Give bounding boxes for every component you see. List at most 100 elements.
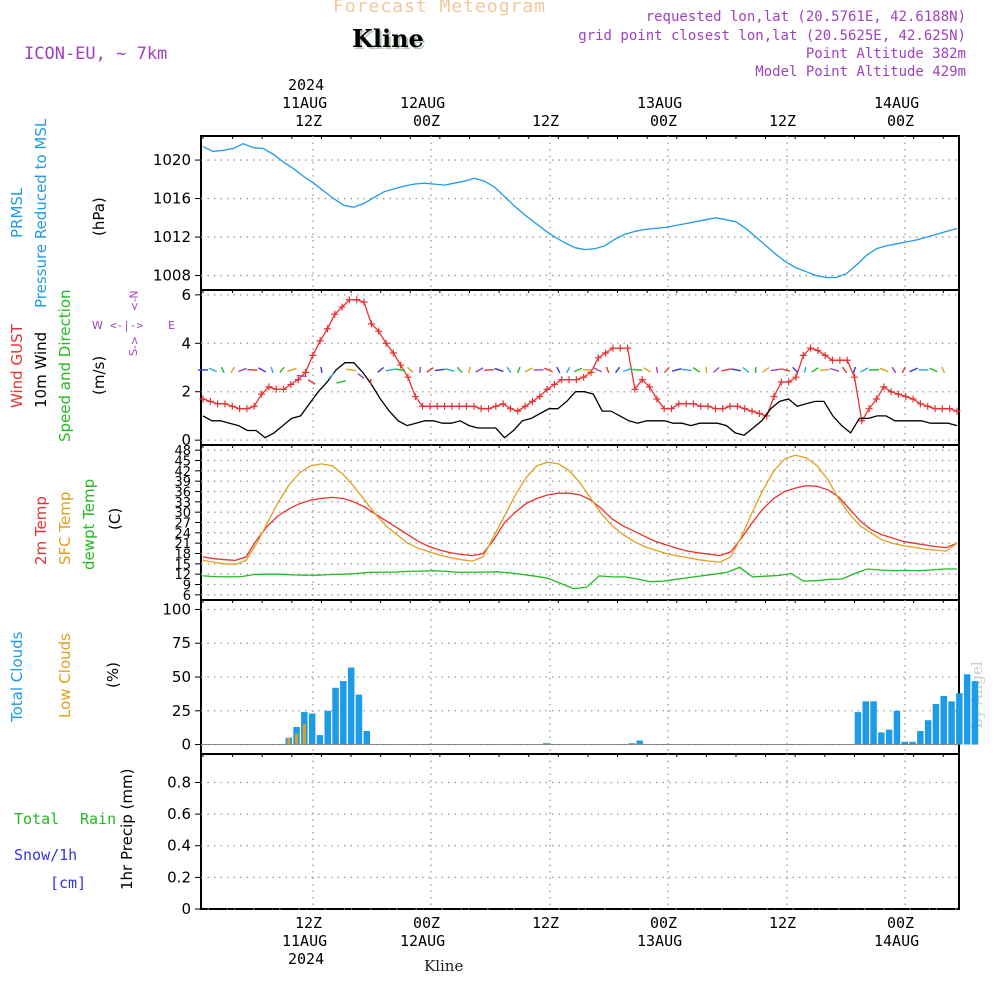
wind-dir-arrow-44 — [632, 368, 643, 372]
wind-dir-arrow-21 — [407, 366, 414, 373]
wind-dir-arrow-54 — [731, 368, 741, 372]
gust-marker-50 — [565, 376, 573, 384]
gust-marker-96 — [902, 393, 910, 401]
gust-marker-43 — [514, 407, 522, 415]
bar-clouds-1-2 — [302, 724, 306, 745]
gust-marker-40 — [492, 402, 500, 410]
ytick-label-pressure-3: 1020 — [153, 151, 191, 169]
gust-marker-21 — [353, 296, 361, 304]
bar-clouds-0-15 — [862, 701, 869, 745]
wind-dir-arrow-31 — [506, 366, 512, 374]
ytick-label-temperature-3: 15 — [174, 558, 191, 573]
time-label-bottom-1-date: 12AUG — [400, 932, 446, 950]
time-label-bottom-3-tick: 00Z — [650, 914, 678, 932]
gust-marker-54 — [594, 354, 602, 362]
wind-dir-arrow-66 — [852, 366, 857, 374]
bar-clouds-0-27 — [956, 693, 963, 745]
gust-marker-1 — [206, 397, 214, 405]
ytick-label-temperature-12: 42 — [174, 465, 191, 480]
ytick-label-clouds-0: 0 — [181, 736, 191, 754]
time-label-bottom-3-date: 13AUG — [637, 932, 683, 950]
series-line-wind-0 — [202, 299, 958, 423]
wind-dir-arrow-24 — [434, 368, 445, 372]
compass-arrows: <-|-> — [110, 319, 144, 332]
gust-marker-41 — [499, 400, 507, 408]
bar-clouds-0-5 — [324, 710, 331, 745]
ytick-label-temperature-13: 45 — [174, 455, 191, 470]
wind-dir-arrow-53 — [721, 368, 731, 372]
panel-frame-precip — [200, 753, 960, 910]
gust-marker-85 — [821, 351, 829, 359]
time-label-bottom-4-tick: 12Z — [769, 914, 797, 932]
wind-dir-arrow-33 — [524, 367, 533, 373]
point-altitude: Point Altitude 382m — [805, 46, 966, 62]
gust-marker-47 — [543, 385, 551, 393]
wind-dir-arrow-67 — [860, 367, 869, 373]
model-label: ICON-EU, ~ 7km — [24, 44, 168, 64]
gust-marker-24 — [375, 327, 383, 335]
gust-marker-37 — [470, 402, 478, 410]
bar-clouds-0-13 — [636, 740, 643, 745]
wind-dir-arrow-20 — [395, 368, 406, 372]
gust-marker-87 — [836, 356, 844, 364]
gust-marker-35 — [455, 402, 463, 410]
bar-clouds-0-8 — [347, 667, 355, 745]
wind-dir-arrow-27 — [468, 366, 471, 374]
ytick-label-temperature-5: 21 — [174, 537, 191, 552]
gust-marker-70 — [711, 405, 719, 413]
gust-marker-8 — [258, 390, 266, 398]
ytick-label-temperature-7: 27 — [174, 517, 191, 532]
gust-marker-9 — [265, 383, 273, 391]
wind-dir-arrow-36 — [556, 366, 561, 374]
wind-dir-arrow-38 — [573, 367, 583, 373]
wind-dir-arrow-18 — [377, 366, 385, 373]
ytick-label-precip-0: 0 — [181, 900, 191, 918]
snow-unit: [cm] — [50, 874, 87, 892]
gust-marker-32 — [433, 402, 441, 410]
gust-marker-44 — [521, 402, 529, 410]
gust-marker-31 — [426, 402, 434, 410]
gust-marker-22 — [360, 298, 368, 306]
gust-marker-80 — [785, 378, 793, 386]
ytick-label-pressure-2: 1016 — [153, 190, 191, 208]
wind-dir-arrow-16 — [357, 373, 365, 379]
ytick-label-temperature-8: 30 — [174, 506, 191, 521]
wind-dir-arrow-15 — [346, 368, 356, 372]
gust-marker-59 — [631, 385, 639, 393]
wind-dir-arrow-37 — [565, 366, 571, 374]
ytick-label-temperature-2: 12 — [174, 568, 191, 583]
wind-dir-arrow-9 — [287, 367, 297, 372]
gust-marker-30 — [419, 402, 427, 410]
gust-marker-49 — [558, 376, 566, 384]
gust-marker-61 — [646, 383, 654, 391]
time-label-top-3-date: 13AUG — [637, 94, 683, 112]
gust-marker-91 — [865, 405, 873, 413]
bar-clouds-0-21 — [909, 741, 916, 745]
wind-dir-arrow-60 — [792, 366, 799, 374]
model-altitude: Model Point Altitude 429m — [755, 64, 966, 80]
wind-dir-arrow-45 — [643, 367, 652, 373]
time-label-top-0-date: 11AUG — [282, 94, 328, 112]
ytick-label-clouds-4: 100 — [162, 600, 191, 618]
rain-label: Rain — [80, 810, 117, 828]
gust-marker-28 — [404, 373, 412, 381]
bar-clouds-0-25 — [940, 695, 947, 745]
gust-marker-20 — [345, 296, 353, 304]
wind-dir-arrow-5 — [247, 368, 258, 371]
bar-clouds-0-9 — [355, 694, 363, 745]
ytick-label-temperature-10: 36 — [174, 486, 191, 501]
panel-frame-wind — [200, 289, 960, 446]
time-label-top-0-year: 2024 — [288, 76, 325, 94]
wind-dir-arrow-26 — [456, 366, 463, 374]
gust-marker-75 — [748, 407, 756, 415]
gust-marker-89 — [851, 373, 859, 381]
gust-marker-88 — [843, 356, 851, 364]
time-label-top-2-tick: 12Z — [532, 112, 560, 130]
gust-marker-46 — [536, 393, 544, 401]
bar-clouds-0-24 — [932, 704, 940, 745]
gust-marker-29 — [411, 393, 419, 401]
series-line-temperature-0 — [202, 484, 958, 562]
footer-location: Kline — [424, 957, 464, 975]
ytick-label-precip-2: 0.4 — [167, 837, 191, 855]
ytick-label-clouds-3: 75 — [172, 634, 191, 652]
